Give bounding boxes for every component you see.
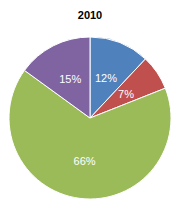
svg-text:12%: 12%: [95, 72, 117, 84]
svg-text:7%: 7%: [118, 88, 134, 100]
svg-text:15%: 15%: [59, 73, 81, 85]
svg-text:2010: 2010: [78, 9, 102, 21]
svg-text:66%: 66%: [74, 155, 96, 167]
